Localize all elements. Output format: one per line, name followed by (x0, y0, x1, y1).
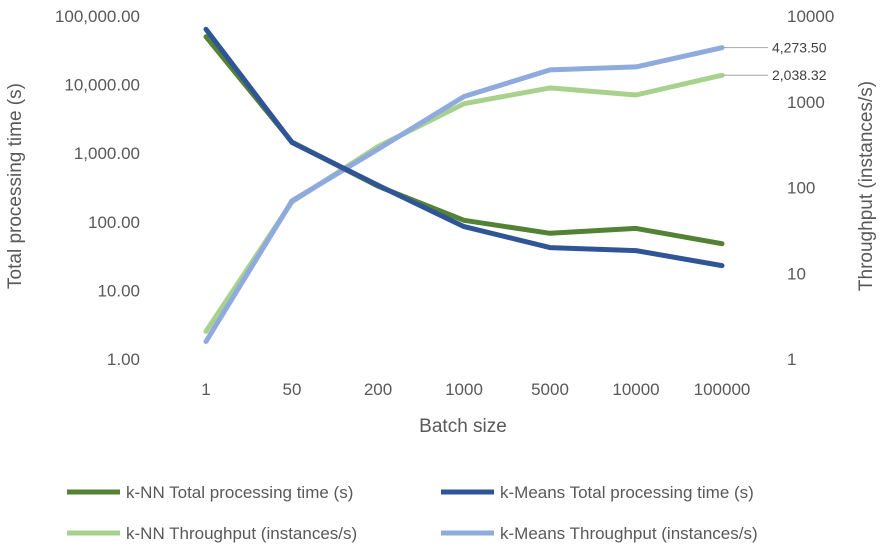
series-line (203, 26, 725, 269)
legend-label-knn-time: k-NN Total processing time (s) (126, 483, 353, 502)
left-tick-label: 100,000.00 (55, 7, 140, 26)
left-tick-label: 1,000.00 (74, 144, 140, 163)
legend-label-kmeans-time: k-Means Total processing time (s) (500, 483, 754, 502)
right-tick-label: 10 (787, 264, 806, 283)
x-axis-ticks: 1 50 200 1000 5000 10000 100000 (201, 380, 750, 399)
legend-label-kmeans-throughput: k-Means Throughput (instances/s) (500, 524, 758, 543)
x-tick-label: 1000 (445, 380, 483, 399)
right-tick-label: 100 (787, 179, 815, 198)
x-tick-label: 1 (201, 380, 210, 399)
left-tick-label: 10.00 (97, 281, 140, 300)
right-tick-label: 10000 (787, 7, 834, 26)
x-tick-label: 100000 (694, 380, 751, 399)
callout-label: 4,273.50 (772, 40, 827, 56)
series-line (203, 72, 725, 334)
left-tick-label: 10,000.00 (64, 76, 140, 95)
left-tick-label: 100.00 (88, 213, 140, 232)
legend-label-knn-throughput: k-NN Throughput (instances/s) (126, 524, 357, 543)
x-tick-label: 50 (283, 380, 302, 399)
left-axis-ticks: 1.00 10.00 100.00 1,000.00 10,000.00 100,000.… (55, 7, 140, 369)
x-tick-label: 200 (364, 380, 392, 399)
callout-label: 2,038.32 (772, 67, 827, 83)
left-axis-title: Total processing time (s) (5, 83, 26, 289)
x-tick-label: 10000 (612, 380, 659, 399)
series-line (203, 45, 725, 344)
legend: k-NN Total processing time (s) k-Means T… (67, 483, 758, 543)
right-tick-label: 1 (787, 350, 796, 369)
x-tick-label: 5000 (531, 380, 569, 399)
left-tick-label: 1.00 (107, 350, 140, 369)
right-tick-label: 1000 (787, 93, 825, 112)
data-callouts: 4,273.50 2,038.32 (722, 40, 827, 83)
right-axis-ticks: 1 10 100 1000 10000 (787, 7, 834, 369)
right-axis-title: Throughput (instances/s) (856, 81, 877, 291)
series-lines (203, 26, 725, 344)
x-axis-title: Batch size (419, 416, 507, 437)
